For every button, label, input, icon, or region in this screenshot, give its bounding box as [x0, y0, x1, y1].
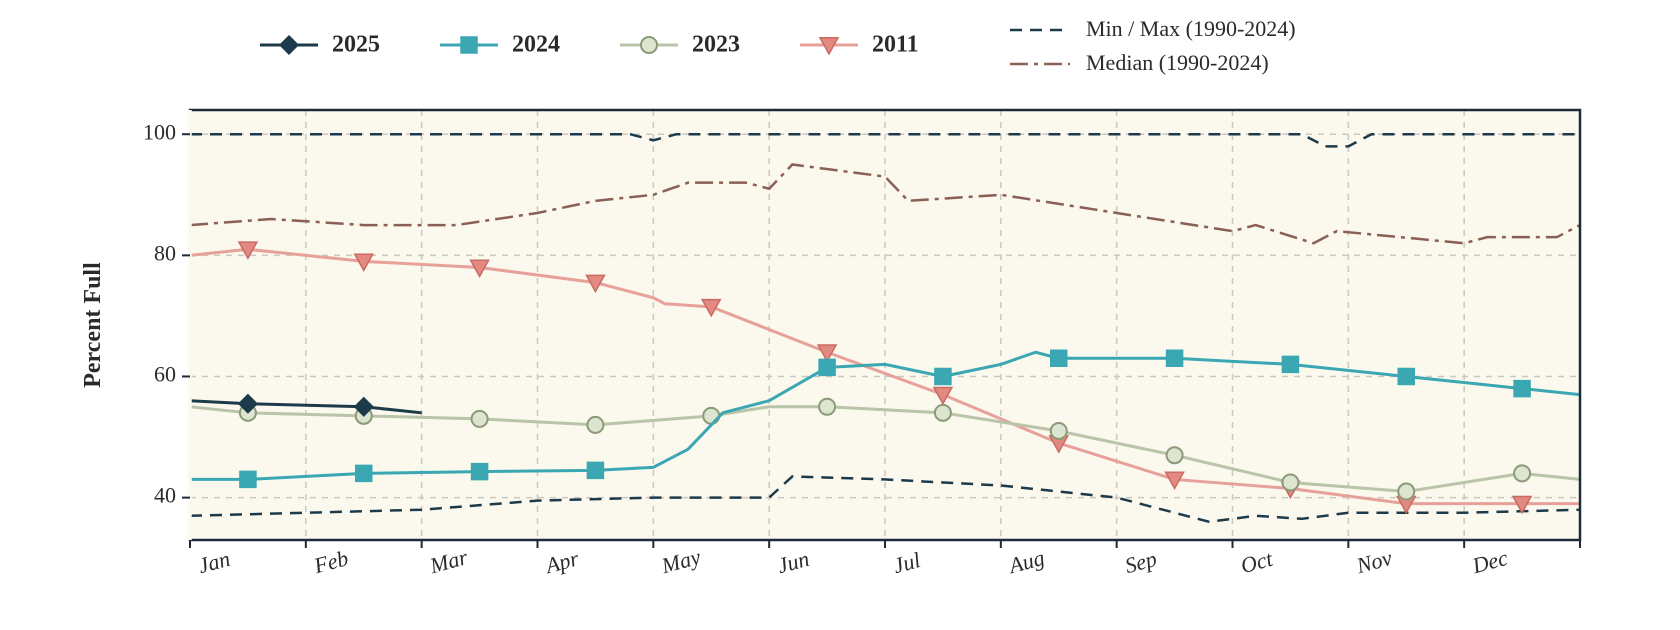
x-tick-label: Jan: [195, 546, 232, 578]
svg-text:2025: 2025: [332, 32, 380, 58]
x-tick-label: Jun: [775, 546, 812, 578]
svg-text:2011: 2011: [872, 32, 919, 58]
x-tick-label: Jul: [890, 547, 922, 578]
legend-ref: Median (1990-2024): [1010, 50, 1269, 75]
x-tick-label: May: [658, 544, 703, 579]
svg-text:Jan: Jan: [195, 546, 232, 578]
svg-text:2023: 2023: [692, 32, 740, 58]
y-tick-label: 40: [154, 483, 176, 508]
x-tick-label: Sep: [1122, 546, 1159, 578]
legend-item-s2025: 2025: [260, 32, 380, 58]
x-tick-label: Feb: [310, 545, 350, 578]
y-tick-label: 80: [154, 240, 176, 265]
svg-text:Mar: Mar: [426, 544, 470, 578]
x-tick-label: Aug: [1004, 545, 1047, 579]
x-tick-label: Nov: [1353, 545, 1395, 579]
svg-text:Median (1990-2024): Median (1990-2024): [1086, 50, 1269, 75]
svg-text:Min / Max (1990-2024): Min / Max (1990-2024): [1086, 16, 1296, 41]
svg-text:Apr: Apr: [541, 545, 582, 578]
legend-item-s2023: 2023: [620, 32, 740, 58]
legend-item-s2024: 2024: [440, 32, 560, 58]
x-tick-label: Dec: [1469, 545, 1511, 579]
svg-text:Sep: Sep: [1122, 546, 1159, 578]
x-tick-label: Oct: [1238, 546, 1276, 579]
svg-text:Oct: Oct: [1238, 546, 1276, 579]
x-tick-label: Mar: [426, 544, 470, 578]
y-axis-label: Percent Full: [80, 262, 106, 388]
svg-text:Jun: Jun: [775, 546, 812, 578]
svg-text:May: May: [658, 544, 703, 579]
legend-item-s2011: 2011: [800, 32, 919, 58]
svg-text:2024: 2024: [512, 32, 560, 58]
svg-text:Feb: Feb: [310, 545, 350, 578]
chart-svg: 40 60 80 100 Jan Feb Mar Apr May Jun Jul Aug Sep Oct N…: [0, 0, 1680, 630]
svg-text:Aug: Aug: [1004, 545, 1047, 579]
svg-text:Dec: Dec: [1469, 545, 1511, 579]
svg-text:Nov: Nov: [1353, 545, 1395, 579]
x-tick-label: Apr: [541, 545, 582, 578]
legend-ref: Min / Max (1990-2024): [1010, 16, 1296, 41]
chart-container: 40 60 80 100 Jan Feb Mar Apr May Jun Jul Aug Sep Oct N…: [0, 0, 1680, 630]
svg-text:Jul: Jul: [890, 547, 922, 578]
y-tick-label: 60: [154, 362, 176, 387]
y-tick-label: 100: [143, 119, 176, 144]
